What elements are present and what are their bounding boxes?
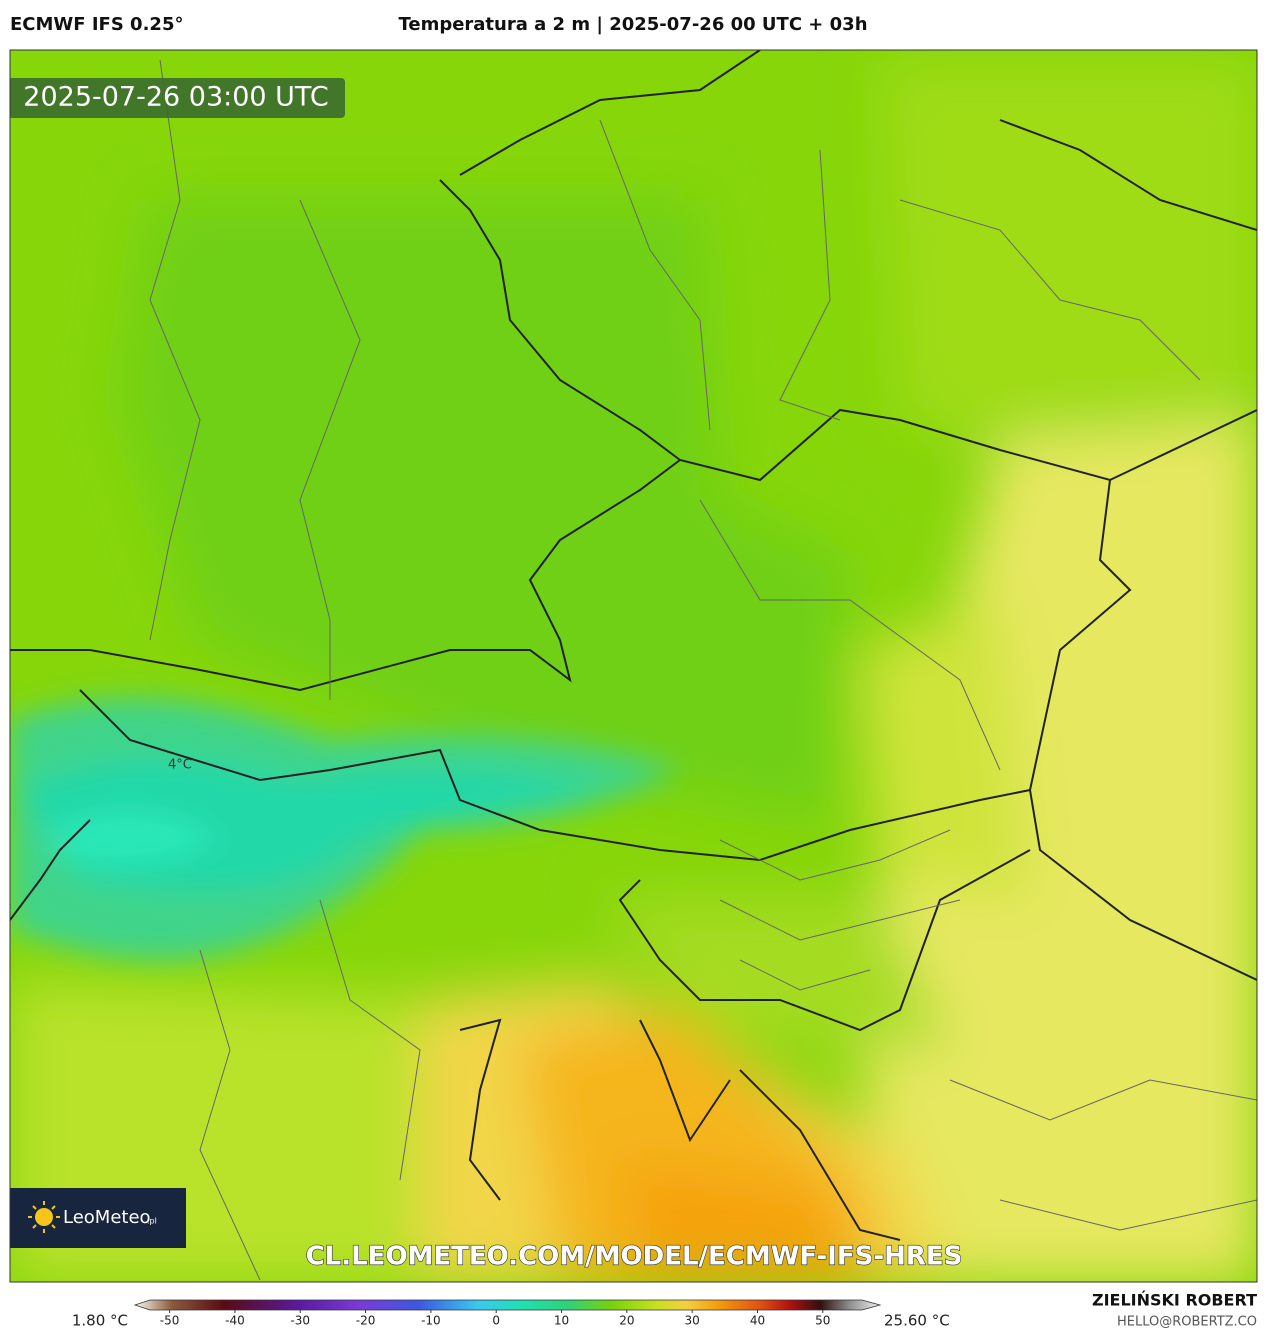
author: ZIELIŃSKI ROBERT (1092, 1291, 1257, 1310)
watermark: CL.LEOMETEO.COM/MODEL/ECMWF-IFS-HRES (306, 1242, 963, 1272)
country-borders (10, 50, 1257, 1241)
colorbar-tick-label: 30 (685, 1314, 700, 1328)
map: 4°C 2025-07-26 03:00 UTC LeoMeteo .pl CL… (10, 50, 1257, 1282)
email: HELLO@ROBERTZ.CO (1117, 1315, 1257, 1330)
model-name: ECMWF IFS 0.25° (10, 14, 183, 35)
temperature-field (10, 60, 1257, 1282)
logo-suffix: .pl (147, 1217, 157, 1226)
chart-title: Temperatura a 2 m | 2025-07-26 00 UTC + … (398, 14, 867, 35)
colorbar-tick-label: -50 (160, 1314, 180, 1328)
timestamp-box (10, 78, 345, 118)
region-borders (149, 59, 1257, 1281)
colorbar-tick-label: 10 (554, 1314, 569, 1328)
colorbar-tick-label: 20 (619, 1314, 634, 1328)
colorbar-min: 1.80 °C (72, 1312, 128, 1330)
timestamp: 2025-07-26 03:00 UTC (23, 82, 328, 113)
cold-alpine-band (10, 698, 680, 960)
colorbar-tick-label: -40 (225, 1314, 245, 1328)
map-frame (9, 49, 1258, 1283)
colorbar-tick-label: 50 (815, 1314, 830, 1328)
colorbar-bar (133, 1299, 882, 1311)
colorbar-tick-label: 40 (750, 1314, 765, 1328)
contour-label: 4°C (168, 758, 192, 773)
colorbar-tick-label: -20 (356, 1314, 376, 1328)
colorbar-tick-label: -30 (290, 1314, 310, 1328)
colorbar: 1.80 °C 25.60 °C -50 -40 -30 -20 -10 0 10 20 30 4… (72, 1299, 950, 1330)
colorbar-max: 25.60 °C (884, 1312, 950, 1330)
colorbar-tick-label: -10 (421, 1314, 441, 1328)
colorbar-tick-label: 0 (492, 1314, 500, 1328)
logo-name: LeoMeteo (63, 1207, 151, 1228)
logo-sun (28, 1201, 60, 1233)
